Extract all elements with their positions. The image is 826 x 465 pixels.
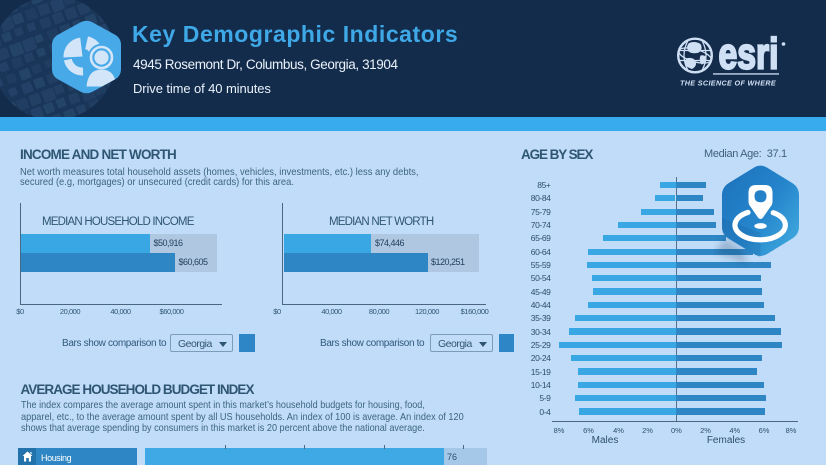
svg-text:THE SCIENCE OF WHERE: THE SCIENCE OF WHERE [680, 79, 776, 88]
svg-text:esri: esri [719, 33, 779, 78]
